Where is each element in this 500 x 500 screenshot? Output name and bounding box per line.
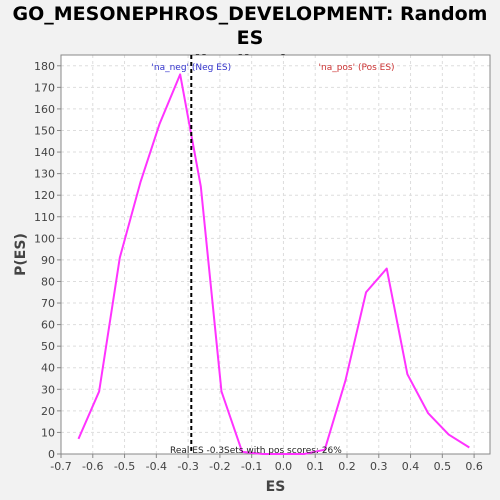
x-tick-label: 0.6 bbox=[465, 460, 483, 473]
pos-es-label: 'na_pos' (Pos ES) bbox=[319, 63, 395, 73]
y-tick-label: 160 bbox=[34, 103, 55, 116]
x-axis-title: ES bbox=[266, 479, 286, 495]
y-tick-label: 70 bbox=[41, 297, 55, 310]
chart-title-line-1: GO_MESONEPHROS_DEVELOPMENT: Random ES bbox=[12, 3, 488, 49]
x-tick-label: -0.2 bbox=[209, 460, 230, 473]
x-tick-label: 0.4 bbox=[402, 460, 420, 473]
neg-es-label: 'na_neg' (Neg ES) bbox=[151, 63, 231, 73]
y-tick-label: 80 bbox=[41, 275, 55, 288]
y-tick-label: 0 bbox=[48, 448, 55, 461]
real-es-text: Real ES -0.3 bbox=[170, 446, 224, 456]
pos-scores-text: Sets with pos scores: 26% bbox=[224, 446, 342, 456]
es-distribution-line bbox=[77, 73, 470, 455]
x-tick-label: -0.6 bbox=[82, 460, 103, 473]
y-tick-label: 60 bbox=[41, 319, 55, 332]
y-tick-label: 90 bbox=[41, 254, 55, 267]
y-axis-title: P(ES) bbox=[13, 233, 29, 276]
y-tick-label: 150 bbox=[34, 124, 55, 137]
x-tick-label: -0.5 bbox=[114, 460, 135, 473]
y-tick-label: 180 bbox=[34, 60, 55, 73]
y-tick-label: 100 bbox=[34, 232, 55, 245]
x-tick-label: 0.0 bbox=[275, 460, 293, 473]
y-tick-label: 40 bbox=[41, 362, 55, 375]
y-tick-label: 20 bbox=[41, 405, 55, 418]
annotations: 'na_neg' (Neg ES) 'na_pos' (Pos ES) Real E… bbox=[151, 55, 395, 456]
x-tick-label: -0.3 bbox=[177, 460, 198, 473]
y-tick-label: 30 bbox=[41, 383, 55, 396]
plot-area bbox=[61, 55, 490, 454]
x-tick-label: 0.3 bbox=[370, 460, 388, 473]
y-tick-label: 120 bbox=[34, 189, 55, 202]
y-tick-label: 50 bbox=[41, 340, 55, 353]
y-tick-label: 110 bbox=[34, 211, 55, 224]
series-layer bbox=[77, 73, 470, 455]
x-tick-label: -0.4 bbox=[146, 460, 167, 473]
axes: -0.7 -0.6 -0.5 -0.4 -0.3 -0.2 -0.1 0.0 0.1 0.2 0.3… bbox=[34, 54, 491, 473]
y-tick-label: 170 bbox=[34, 81, 55, 94]
x-tick-label: 0.5 bbox=[434, 460, 452, 473]
x-tick-label: 0.1 bbox=[306, 460, 324, 473]
y-tick-label: 140 bbox=[34, 146, 55, 159]
y-tick-label: 130 bbox=[34, 168, 55, 181]
x-tick-label: -0.7 bbox=[50, 460, 71, 473]
x-tick-label: 0.2 bbox=[338, 460, 356, 473]
x-tick-label: -0.1 bbox=[241, 460, 262, 473]
y-tick-label: 10 bbox=[41, 426, 55, 439]
